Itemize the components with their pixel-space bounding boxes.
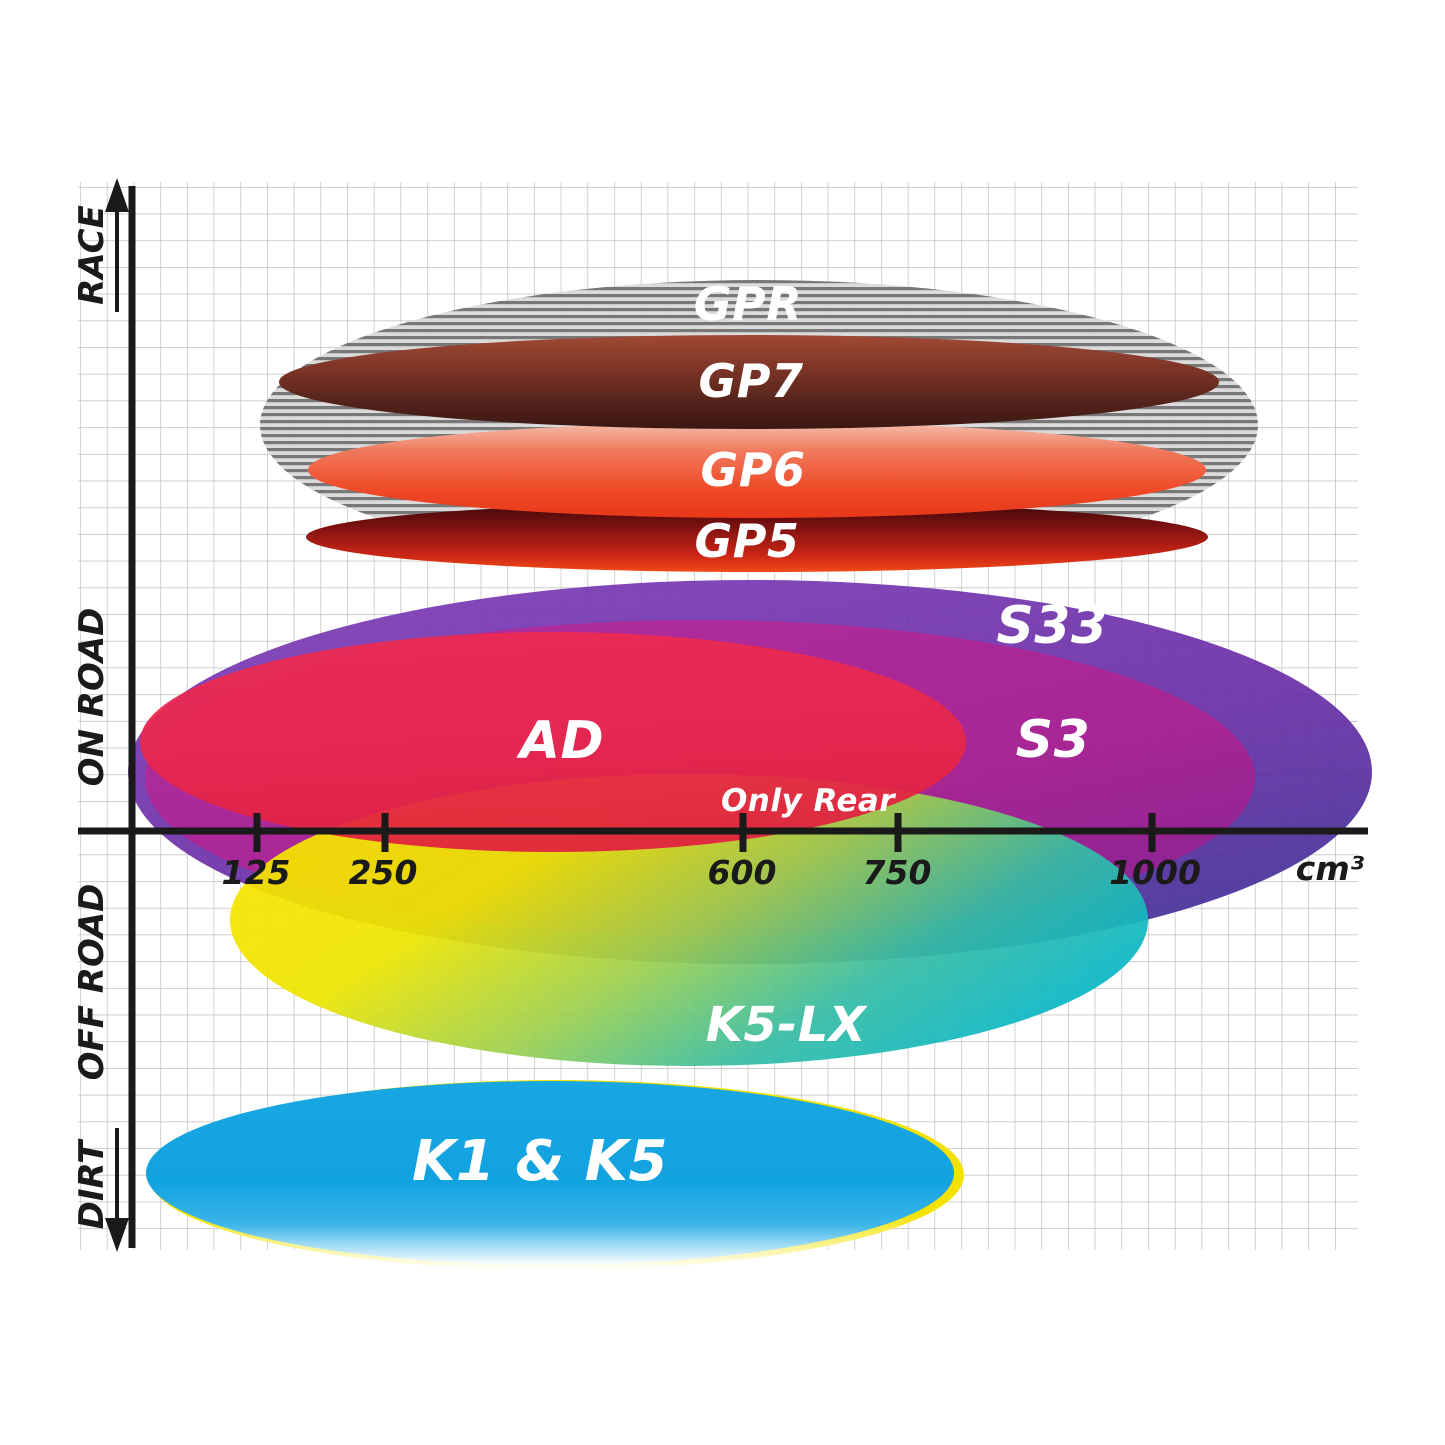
region-label-gp7: GP7	[699, 354, 804, 408]
region-k1k5[interactable]	[146, 1080, 964, 1270]
region-ad[interactable]	[140, 632, 966, 852]
axes	[78, 186, 1368, 1248]
region-label-s33: S33	[996, 596, 1107, 656]
axis-label-race: RACE	[72, 205, 112, 305]
region-label-gp6: GP6	[701, 443, 806, 497]
region-label-only-rear: Only Rear	[721, 783, 896, 819]
tick-label-250: 250	[349, 853, 418, 892]
region-label-s3: S3	[1016, 710, 1091, 770]
region-label-gp5: GP5	[695, 514, 800, 568]
axis-label-dirt: DIRT	[72, 1138, 112, 1230]
tick-label-1000: 1000	[1109, 853, 1201, 892]
region-label-k1k5: K1 & K5	[412, 1129, 668, 1194]
region-gp6[interactable]	[308, 422, 1206, 518]
region-gp7[interactable]	[279, 335, 1219, 429]
region-label-gpr: GPR	[694, 277, 802, 331]
region-label-ad: AD	[516, 711, 604, 771]
axis-label-off-road: OFF ROAD	[72, 884, 112, 1081]
axis-unit-label: cm³	[1296, 849, 1365, 888]
race-arrow-icon	[105, 178, 129, 312]
tick-label-750: 750	[863, 853, 932, 892]
tick-label-125: 125	[222, 853, 291, 892]
region-label-k5lx: K5-LX	[706, 997, 868, 1053]
tick-label-600: 600	[708, 853, 777, 892]
axis-label-on-road: ON ROAD	[72, 608, 112, 787]
region-gp5[interactable]	[306, 502, 1208, 572]
dirt-arrow-icon	[105, 1128, 129, 1252]
